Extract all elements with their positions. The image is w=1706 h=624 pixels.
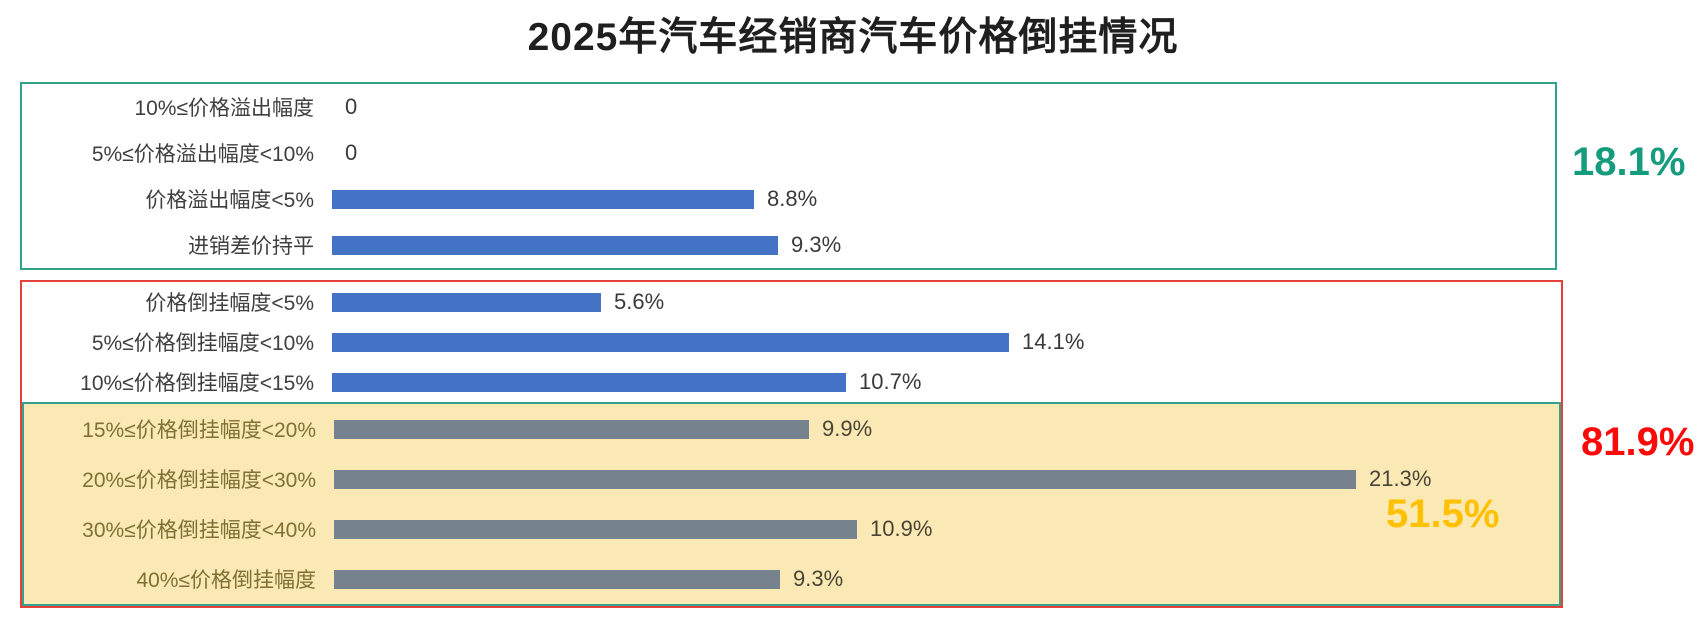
- annotation-severe-inversion-share: 51.5%: [1386, 492, 1500, 536]
- category-label: 30%≤价格倒挂幅度<40%: [82, 519, 316, 542]
- bar: [332, 292, 601, 312]
- bar-row: 5%≤价格倒挂幅度<10% 14.1%: [22, 322, 1561, 362]
- category-label: 10%≤价格溢出幅度: [134, 97, 314, 120]
- bar-track: 5.6%: [332, 289, 1561, 315]
- bar-row: 10%≤价格倒挂幅度<15% 10.7%: [22, 362, 1561, 402]
- bar: [332, 332, 1009, 352]
- bar: [332, 189, 754, 209]
- bar-row: 20%≤价格倒挂幅度<30% 21.3%: [24, 454, 1559, 504]
- category-label: 40%≤价格倒挂幅度: [136, 569, 316, 592]
- value-label: 10.9%: [870, 516, 933, 541]
- bar-track: 14.1%: [332, 329, 1561, 355]
- bar-row: 30%≤价格倒挂幅度<40% 10.9%: [24, 504, 1559, 554]
- bar-track: 0: [332, 140, 1555, 166]
- rows-severe-inversion-group: 15%≤价格倒挂幅度<20% 9.9% 20%≤价格倒挂幅度<30% 21.3% 30%…: [24, 404, 1559, 604]
- bar: [332, 372, 846, 392]
- bar-row: 15%≤价格倒挂幅度<20% 9.9%: [24, 404, 1559, 454]
- category-label: 价格倒挂幅度<5%: [145, 292, 314, 315]
- bar-row: 10%≤价格溢出幅度 0: [22, 84, 1555, 130]
- group-box-price-inversion-over-15: 15%≤价格倒挂幅度<20% 9.9% 20%≤价格倒挂幅度<30% 21.3% 30%…: [22, 402, 1561, 606]
- bar-track: 21.3%: [334, 466, 1559, 492]
- bar-track: 10.9%: [334, 516, 1559, 542]
- value-label: 5.6%: [614, 289, 665, 314]
- bar-row: 5%≤价格溢出幅度<10% 0: [22, 130, 1555, 176]
- bar-track: 8.8%: [332, 186, 1555, 212]
- bar-row: 价格溢出幅度<5% 8.8%: [22, 176, 1555, 222]
- bar-row: 40%≤价格倒挂幅度 9.3%: [24, 554, 1559, 604]
- bar-track: 0: [332, 94, 1555, 120]
- value-label: 8.8%: [767, 186, 818, 211]
- category-label: 10%≤价格倒挂幅度<15%: [80, 372, 314, 395]
- value-label: 10.7%: [859, 369, 922, 394]
- bar-row: 价格倒挂幅度<5% 5.6%: [22, 282, 1561, 322]
- bar: [334, 569, 780, 589]
- bar-track: 9.3%: [334, 566, 1559, 592]
- bar-track: 9.3%: [332, 232, 1555, 258]
- rows-overflow-group: 10%≤价格溢出幅度 0 5%≤价格溢出幅度<10% 0 价格溢出幅度<5% 8.8% 进销…: [22, 84, 1555, 268]
- value-label: 9.3%: [791, 232, 842, 257]
- rows-inversion-group: 价格倒挂幅度<5% 5.6% 5%≤价格倒挂幅度<10% 14.1% 10%≤价格倒挂幅…: [22, 282, 1561, 402]
- category-label: 价格溢出幅度<5%: [145, 189, 314, 212]
- chart-title: 2025年汽车经销商汽车价格倒挂情况: [527, 16, 1179, 59]
- category-label: 5%≤价格溢出幅度<10%: [91, 143, 314, 166]
- bar: [334, 519, 857, 539]
- value-label: 0: [345, 140, 358, 165]
- annotation-overflow-share: 18.1%: [1572, 140, 1686, 184]
- group-box-price-inversion-total: 价格倒挂幅度<5% 5.6% 5%≤价格倒挂幅度<10% 14.1% 10%≤价格倒挂幅…: [20, 280, 1563, 608]
- bar-track: 10.7%: [332, 369, 1561, 395]
- bar: [334, 469, 1356, 489]
- bar-track: 9.9%: [334, 416, 1559, 442]
- value-label: 9.9%: [822, 416, 873, 441]
- value-label: 9.3%: [793, 566, 844, 591]
- bar-row: 进销差价持平 9.3%: [22, 222, 1555, 268]
- annotation-inversion-share: 81.9%: [1581, 420, 1695, 464]
- category-label: 20%≤价格倒挂幅度<30%: [82, 469, 316, 492]
- value-label: 21.3%: [1369, 466, 1432, 491]
- category-label: 进销差价持平: [188, 235, 314, 258]
- bar-chart: 10%≤价格溢出幅度 0 5%≤价格溢出幅度<10% 0 价格溢出幅度<5% 8.8% 进销…: [20, 82, 1563, 608]
- category-label: 15%≤价格倒挂幅度<20%: [82, 419, 316, 442]
- group-box-price-overflow-or-flat: 10%≤价格溢出幅度 0 5%≤价格溢出幅度<10% 0 价格溢出幅度<5% 8.8% 进销…: [20, 82, 1557, 270]
- category-label: 5%≤价格倒挂幅度<10%: [91, 332, 314, 355]
- value-label: 0: [345, 94, 358, 119]
- bar: [334, 419, 809, 439]
- value-label: 14.1%: [1022, 329, 1085, 354]
- bar: [332, 235, 778, 255]
